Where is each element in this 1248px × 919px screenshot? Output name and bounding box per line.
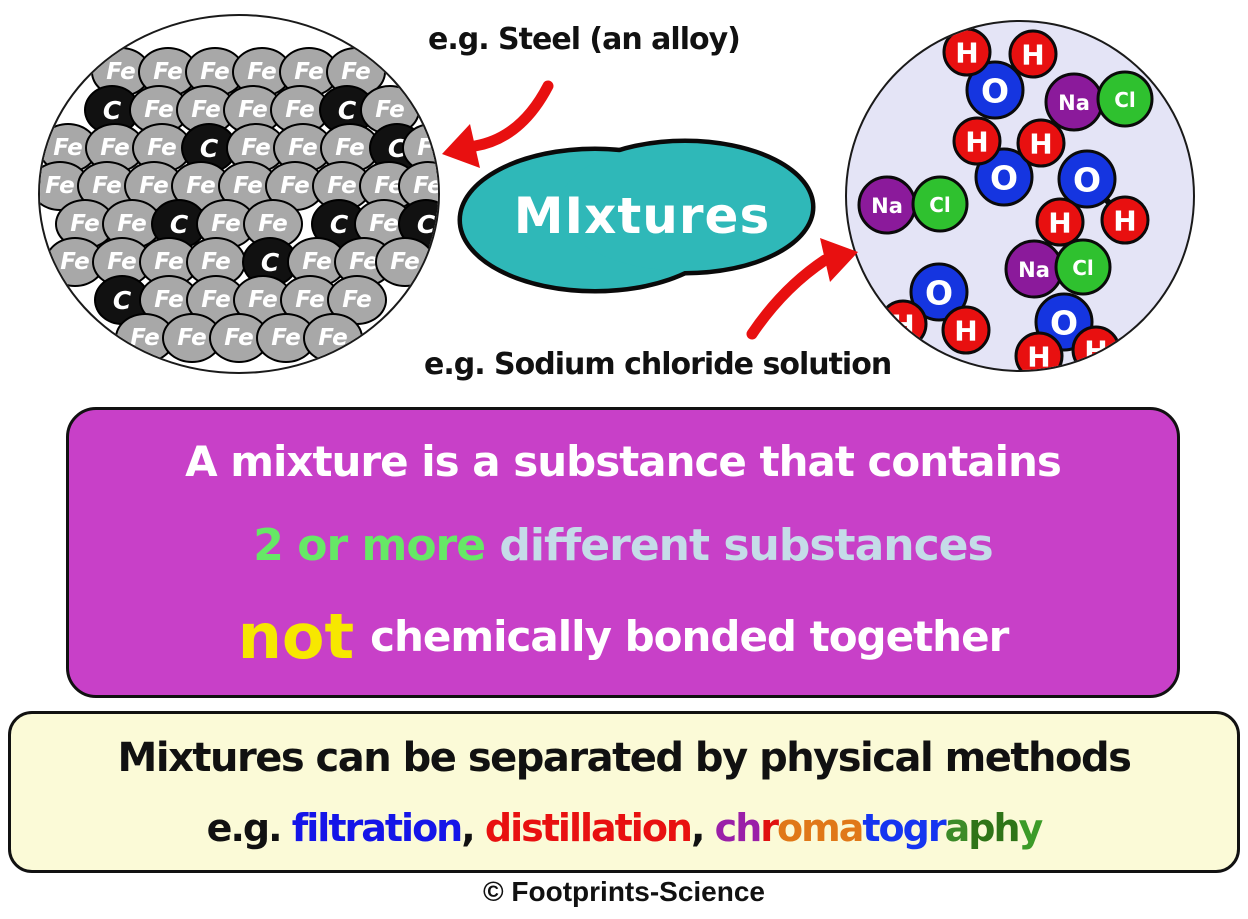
chromatography-letter: p: [968, 805, 995, 850]
solution-example-label: e.g. Sodium chloride solution: [424, 347, 892, 382]
cl-atom: [911, 175, 969, 233]
h-atom: [1008, 29, 1058, 79]
h-atom-label: H: [1027, 341, 1050, 371]
h-atom-label: H: [1113, 205, 1136, 238]
chromatography-letter: y: [1018, 805, 1044, 850]
h-atom-label: H: [1021, 39, 1044, 72]
chromatography-letter: h: [993, 805, 1020, 850]
h-atom-label: H: [891, 309, 914, 342]
o-atom: [909, 262, 969, 322]
o-atom-label: O: [1050, 304, 1078, 343]
na-atom-label: Na: [871, 194, 903, 218]
o-atom-label: O: [1073, 161, 1101, 200]
filtration-text: filtration: [291, 805, 463, 850]
fe-atom: Fe: [115, 313, 175, 363]
na-atom-label: Na: [1018, 258, 1050, 282]
h-atom-label: H: [955, 37, 978, 70]
poster-title: MIxtures: [514, 187, 770, 245]
chromatography-letter: r: [927, 805, 947, 850]
steel-circle: FeFeFeFeFeFeCFeFeFeFeCFeFeFeFeCFeFeFeCFe…: [38, 14, 440, 374]
cl-atom-label: Cl: [929, 193, 951, 217]
chromatography-word: chromatography: [714, 805, 1044, 850]
h-atom: [1100, 195, 1150, 245]
h-atom: [941, 305, 991, 355]
h-atom: [1014, 331, 1064, 370]
h-atom: [1035, 197, 1085, 247]
solution-circle: O H H Na Cl O H H O H H Na Cl Na Cl O H H O H H: [845, 20, 1195, 372]
chromatography-letter: o: [777, 805, 803, 850]
definition-line-2: 2 or more different substances: [253, 520, 993, 572]
o-atom: [965, 60, 1025, 120]
chromatography-letter: r: [760, 805, 779, 850]
definition-box: A mixture is a substance that contains 2…: [66, 407, 1180, 698]
h-atom: [1016, 118, 1066, 168]
cl-atom-label: Cl: [1114, 88, 1136, 112]
h-atom: [952, 116, 1002, 166]
cl-atom: [1096, 70, 1154, 128]
chromatography-letter: t: [862, 805, 880, 850]
steel-example-label: e.g. Steel (an alloy): [428, 22, 741, 57]
o-atom: [974, 147, 1034, 207]
cl-atom: [1054, 238, 1112, 296]
two-or-more-text: 2 or more: [253, 520, 486, 572]
not-text: not: [237, 599, 355, 673]
definition-line-3: not chemically bonded together: [237, 599, 1010, 673]
o-atom-label: O: [981, 72, 1009, 111]
h-atom-label: H: [1084, 335, 1107, 368]
separation-line-1: Mixtures can be separated by physical me…: [117, 734, 1132, 781]
separation-line-2: e.g. filtration, distillation, chromatog…: [206, 805, 1044, 850]
h-atom-label: H: [1048, 207, 1071, 240]
o-atom: [1057, 149, 1117, 209]
chromatography-letter: h: [735, 805, 762, 850]
chromatography-letter: a: [944, 805, 971, 850]
separation-box: Mixtures can be separated by physical me…: [8, 711, 1240, 873]
eg-prefix: e.g.: [206, 805, 292, 850]
h-atom-label: H: [1029, 128, 1052, 161]
chromatography-letter: m: [801, 805, 841, 850]
chromatography-letter: a: [838, 805, 865, 850]
o-atom-label: O: [925, 274, 953, 313]
h-atom-label: H: [965, 126, 988, 159]
fe-atom: Fe: [375, 237, 435, 287]
definition-line-1: A mixture is a substance that contains: [185, 437, 1062, 487]
blob-lobe-right-fill: [559, 143, 811, 271]
title-blob: MIxtures: [457, 138, 816, 294]
fe-atom: Fe: [303, 313, 363, 363]
na-atom-label: Na: [1058, 91, 1090, 115]
h-atom-label: H: [954, 315, 977, 348]
cl-atom-label: Cl: [1072, 256, 1094, 280]
comma-1: ,: [461, 805, 485, 850]
copyright-credit: © Footprints-Science: [483, 876, 765, 907]
distillation-text: distillation: [484, 805, 693, 850]
steel-circle-atoms: FeFeFeFeFeFeCFeFeFeFeCFeFeFeFeCFeFeFeCFe…: [40, 16, 438, 372]
chromatography-letter: g: [902, 805, 930, 850]
chromatography-letter: o: [878, 805, 905, 850]
comma-2: ,: [690, 805, 715, 850]
chemically-bonded-text: chemically bonded together: [370, 612, 1009, 662]
chromatography-letter: c: [714, 805, 737, 850]
o-atom-label: O: [990, 159, 1018, 198]
different-substances-text: different substances: [485, 520, 993, 572]
